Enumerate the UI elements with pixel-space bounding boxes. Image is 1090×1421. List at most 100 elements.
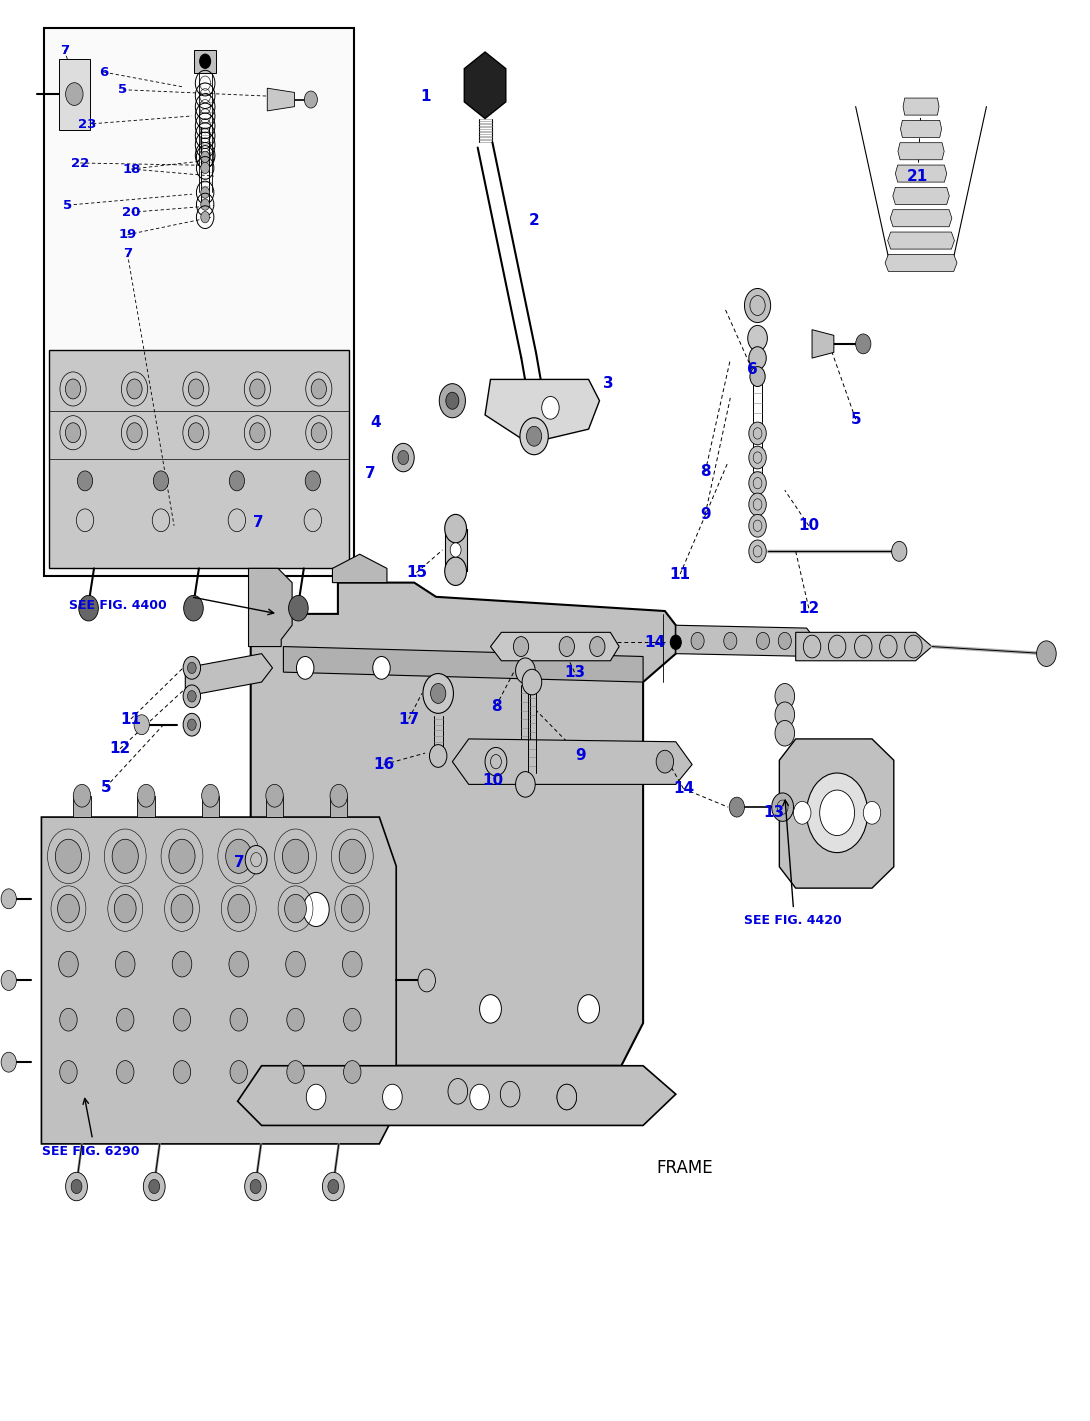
Circle shape	[756, 632, 770, 649]
Text: 13: 13	[763, 806, 785, 820]
Bar	[137, 796, 155, 817]
Circle shape	[330, 784, 348, 807]
Circle shape	[58, 894, 80, 922]
Circle shape	[65, 379, 81, 399]
Circle shape	[807, 773, 868, 853]
Circle shape	[266, 784, 283, 807]
Circle shape	[296, 657, 314, 679]
Circle shape	[65, 82, 83, 105]
Circle shape	[183, 685, 201, 708]
Circle shape	[828, 635, 846, 658]
Circle shape	[373, 657, 390, 679]
Circle shape	[312, 423, 327, 443]
Circle shape	[306, 1084, 326, 1110]
Circle shape	[480, 995, 501, 1023]
Circle shape	[117, 1009, 134, 1032]
Circle shape	[323, 1172, 344, 1201]
Circle shape	[341, 894, 363, 922]
Text: 7: 7	[60, 44, 69, 57]
Polygon shape	[485, 379, 600, 443]
Circle shape	[856, 334, 871, 354]
Text: 12: 12	[798, 601, 820, 615]
Text: 7: 7	[234, 855, 245, 870]
Polygon shape	[900, 121, 942, 138]
Text: 7: 7	[253, 516, 264, 530]
Circle shape	[522, 669, 542, 695]
Text: 5: 5	[100, 780, 111, 794]
Circle shape	[749, 347, 766, 369]
Circle shape	[417, 969, 436, 992]
Circle shape	[189, 379, 204, 399]
Bar	[202, 796, 219, 817]
Polygon shape	[812, 330, 834, 358]
Text: 14: 14	[644, 635, 666, 649]
Circle shape	[148, 1179, 159, 1194]
Circle shape	[691, 632, 704, 649]
Circle shape	[749, 540, 766, 563]
Circle shape	[173, 1009, 191, 1032]
Circle shape	[60, 1009, 77, 1032]
Circle shape	[423, 674, 453, 713]
Circle shape	[513, 637, 529, 657]
Circle shape	[286, 952, 305, 978]
Circle shape	[56, 840, 82, 874]
Polygon shape	[185, 654, 272, 696]
Text: SEE FIG. 4400: SEE FIG. 4400	[69, 598, 167, 612]
Text: 22: 22	[71, 156, 89, 169]
Circle shape	[134, 715, 149, 735]
Circle shape	[892, 541, 907, 561]
Circle shape	[112, 840, 138, 874]
Circle shape	[772, 793, 794, 821]
Circle shape	[392, 443, 414, 472]
Circle shape	[542, 396, 559, 419]
Circle shape	[143, 1172, 166, 1201]
Circle shape	[729, 797, 744, 817]
Circle shape	[230, 1009, 247, 1032]
Circle shape	[73, 784, 90, 807]
Bar	[266, 796, 283, 817]
Text: 8: 8	[490, 699, 501, 713]
Polygon shape	[464, 53, 506, 118]
Polygon shape	[249, 568, 292, 647]
Circle shape	[516, 772, 535, 797]
Circle shape	[880, 635, 897, 658]
Text: 10: 10	[482, 773, 504, 787]
Text: 2: 2	[529, 213, 540, 227]
Circle shape	[117, 1060, 134, 1083]
Polygon shape	[898, 142, 944, 159]
Circle shape	[775, 702, 795, 728]
Text: 9: 9	[700, 507, 711, 522]
Circle shape	[775, 684, 795, 709]
Text: 3: 3	[603, 377, 614, 391]
Circle shape	[201, 199, 209, 210]
Circle shape	[154, 470, 169, 490]
Circle shape	[187, 662, 196, 674]
Circle shape	[65, 423, 81, 443]
Circle shape	[77, 470, 93, 490]
Circle shape	[126, 379, 142, 399]
Circle shape	[450, 543, 461, 557]
Circle shape	[65, 1172, 87, 1201]
Circle shape	[228, 894, 250, 922]
Circle shape	[749, 472, 766, 495]
Circle shape	[578, 995, 600, 1023]
Circle shape	[250, 379, 265, 399]
Text: 12: 12	[109, 742, 131, 756]
Circle shape	[1, 971, 16, 990]
Circle shape	[183, 657, 201, 679]
Circle shape	[1, 1052, 16, 1071]
Circle shape	[485, 747, 507, 776]
Circle shape	[201, 162, 209, 173]
Circle shape	[230, 1060, 247, 1083]
Circle shape	[526, 426, 542, 446]
Text: 17: 17	[398, 712, 420, 726]
Polygon shape	[59, 58, 89, 129]
Text: 7: 7	[123, 247, 132, 260]
Circle shape	[383, 1084, 402, 1110]
Text: 8: 8	[700, 465, 711, 479]
Circle shape	[342, 952, 362, 978]
Circle shape	[201, 151, 209, 162]
Circle shape	[445, 514, 467, 543]
Text: 13: 13	[564, 665, 585, 679]
Text: 20: 20	[122, 206, 141, 219]
